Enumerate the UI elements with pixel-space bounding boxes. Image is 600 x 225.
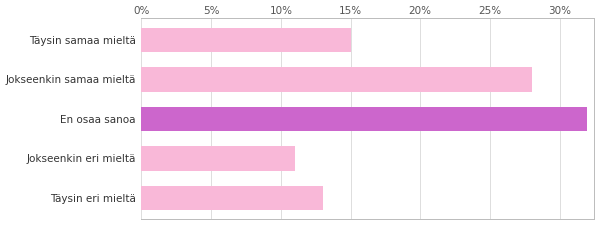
Bar <box>142 146 295 171</box>
Bar <box>142 67 532 92</box>
Bar <box>142 107 587 131</box>
Bar <box>142 28 350 52</box>
Bar <box>142 186 323 210</box>
